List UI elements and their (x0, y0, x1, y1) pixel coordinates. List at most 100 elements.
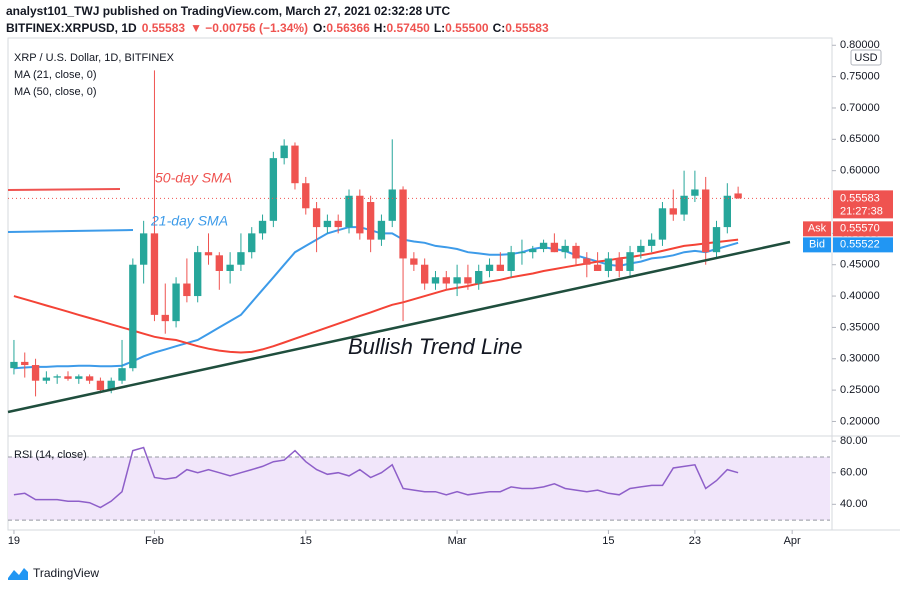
candle-body (604, 258, 613, 271)
candle-body (691, 189, 699, 196)
candle-body (96, 380, 105, 391)
candle-body (150, 233, 159, 315)
candle-body (107, 380, 115, 391)
candle-body (680, 195, 688, 215)
candle-body (507, 252, 515, 271)
price-tag-label: 0.55570 (840, 222, 880, 234)
ohlc-value: 0.55583 (505, 21, 549, 35)
y-tick-label: 0.45000 (840, 259, 880, 271)
sma21-drawing (7, 229, 134, 233)
candle-body (702, 189, 710, 253)
candle-body (518, 252, 526, 254)
candle-body (85, 376, 94, 381)
candle-body (237, 252, 245, 265)
y-tick-label: 0.80000 (840, 39, 880, 51)
candle-body (356, 195, 364, 234)
candle-body (734, 193, 742, 199)
logo: TradingView (8, 566, 99, 580)
y-tick-label: 0.35000 (840, 321, 880, 333)
y-tick-label: 60.00 (840, 467, 868, 479)
y-tick-label: 0.20000 (840, 415, 880, 427)
candle-body (42, 377, 51, 381)
candle-body (161, 314, 169, 322)
chart-title: XRP / U.S. Dollar, 1D, BITFINEX (14, 52, 175, 64)
candle-body (258, 220, 267, 234)
candle-body (529, 249, 537, 253)
candle-body (464, 277, 472, 284)
currency-box (850, 49, 882, 66)
ohlc-value: 0.57450 (386, 21, 430, 35)
rsi-title: RSI (14, close) (14, 449, 87, 461)
candle-body (183, 283, 191, 297)
ohlc-label: H: (374, 21, 387, 35)
change: ▼ −0.00756 (−1.34%) (190, 21, 308, 35)
price-tag-name: Bid (809, 238, 825, 250)
last-price-box (833, 190, 893, 219)
quote-line: BITFINEX:XRPUSD, 1D 0.55583 ▼ −0.00756 (−1… (6, 21, 549, 35)
candle-body (75, 376, 83, 379)
candle-body (31, 365, 40, 381)
y-tick-label: 0.40000 (840, 290, 880, 302)
currency-label: USD (854, 52, 877, 64)
candle-body (420, 264, 429, 284)
candle-body (129, 264, 137, 369)
x-tick-label: 15 (602, 535, 614, 547)
price-tag-name-box (803, 221, 831, 237)
ohlc-value: 0.55500 (445, 21, 489, 35)
candle-body (226, 264, 234, 271)
y-tick-label: 0.25000 (840, 384, 880, 396)
candle-body (204, 252, 213, 256)
trend-line (7, 240, 791, 414)
candle-body (723, 195, 731, 228)
candle-body (388, 189, 396, 221)
candle-body (280, 145, 288, 159)
last-price-label: 0.55583 (840, 192, 880, 204)
candle-body (583, 258, 591, 265)
logo-text: TradingView (33, 566, 99, 580)
candle-body (64, 376, 72, 379)
candle-body (377, 220, 386, 240)
rsi-line (13, 446, 739, 509)
y-tick-label: 0.30000 (840, 353, 880, 365)
candle-body (323, 220, 332, 228)
ohlc-value: 0.56366 (326, 21, 370, 35)
candle-body (399, 189, 407, 259)
y-tick-label: 80.00 (840, 435, 868, 447)
candle-body (302, 183, 310, 209)
candle-body (669, 208, 677, 215)
candle-body (572, 245, 580, 259)
published-line: analyst101_TWJ published on TradingView.… (6, 4, 450, 18)
x-tick-label: Apr (784, 535, 801, 547)
price-tag-box (833, 237, 893, 253)
symbol: BITFINEX:XRPUSD, 1D (6, 21, 137, 35)
price-tag-name-box (803, 237, 831, 253)
candle-body (366, 202, 375, 240)
candle-body (561, 245, 569, 253)
candle-body (647, 239, 656, 246)
candle-body (637, 245, 645, 253)
candle-body (172, 283, 180, 322)
candle-body (485, 264, 494, 271)
y-tick-label: 0.70000 (840, 102, 880, 114)
candle-body (194, 252, 202, 297)
x-tick-label: 23 (689, 535, 701, 547)
candle-body (139, 233, 148, 265)
candle-body (442, 277, 450, 284)
candle-body (21, 361, 29, 366)
y-tick-label: 0.75000 (840, 71, 880, 83)
candle-body (248, 233, 256, 253)
candle-body (496, 264, 505, 271)
candle-body (345, 195, 353, 228)
candle-body (269, 158, 278, 221)
candle-body (215, 255, 223, 271)
x-tick-label: 19 (8, 535, 20, 547)
logo-icon (8, 568, 28, 580)
candle-body (410, 258, 418, 265)
candle-body (626, 252, 634, 271)
price-tag-name: Ask (808, 222, 827, 234)
candle-body (615, 258, 623, 271)
price-tag-label: 0.55522 (840, 238, 880, 250)
plot-area: 0.800000.750000.700000.650000.600000.500… (8, 39, 893, 547)
candle-body (539, 242, 548, 250)
